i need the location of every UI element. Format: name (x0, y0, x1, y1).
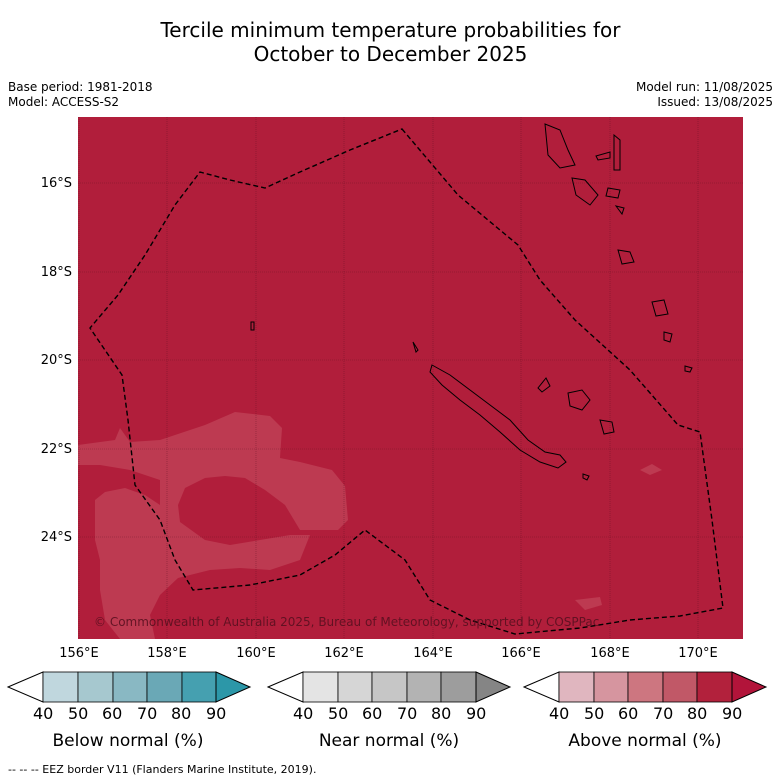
lon-label-158e: 158°E (147, 646, 187, 661)
lon-label-156e: 156°E (59, 646, 99, 661)
model-run: Model run: 11/08/2025 (635, 80, 773, 94)
eez-footer-note: -- -- -- EEZ border V11 (Flanders Marine… (8, 763, 317, 776)
colorbar-near-seg-1 (302, 671, 339, 703)
colorbar-below-seg-3 (112, 671, 148, 703)
above-tick-70: 70 (653, 704, 674, 723)
malo-island (595, 151, 611, 161)
colorbar-below-over (215, 671, 252, 703)
colorbar-above (522, 671, 768, 703)
colorbar-above-over (731, 671, 768, 703)
probability-zone-lighter-bottom (575, 597, 602, 610)
meta-right: Model run: 11/08/2025 Issued: 13/08/2025 (636, 80, 773, 110)
model-name: Model: ACCESS-S2 (8, 95, 120, 109)
colorbar-below-seg-1 (42, 671, 79, 703)
below-tick-50: 50 (68, 704, 89, 723)
colorbar-near-seg-4 (406, 671, 442, 703)
above-normal-title: Above normal (%) (568, 731, 722, 751)
colorbar-near-over (475, 671, 512, 703)
colorbar-near-seg-3 (371, 671, 408, 703)
colorbar-near-seg-2 (337, 671, 373, 703)
lat-label-24s: 24°S (40, 530, 72, 545)
lon-label-166e: 166°E (501, 646, 541, 661)
below-normal-title: Below normal (%) (52, 731, 204, 751)
colorbar-above-seg-4 (662, 671, 698, 703)
colorbar-near-seg-5 (440, 671, 477, 703)
colorbar-above-seg-5 (696, 671, 733, 703)
title-line-1: Tercile minimum temperature probabilitie… (160, 18, 621, 42)
near-tick-50: 50 (328, 704, 349, 723)
erromango-island (651, 299, 669, 317)
eez-border (89, 128, 724, 635)
lat-label-18s: 18°S (40, 265, 72, 280)
above-tick-90: 90 (722, 704, 743, 723)
issued-date: Issued: 13/08/2025 (657, 95, 773, 109)
near-tick-70: 70 (397, 704, 418, 723)
efate-island (617, 249, 635, 265)
colorbar-above-seg-3 (627, 671, 664, 703)
colorbar-below (6, 671, 252, 703)
tanna-island (663, 331, 673, 343)
colorbar-near (266, 671, 512, 703)
lat-label-16s: 16°S (40, 176, 72, 191)
below-tick-60: 60 (102, 704, 123, 723)
colorbar-below-seg-4 (146, 671, 183, 703)
copyright-text: © Commonwealth of Australia 2025, Bureau… (94, 615, 599, 629)
lon-label-168e: 168°E (590, 646, 630, 661)
above-tick-80: 80 (687, 704, 708, 723)
near-tick-60: 60 (362, 704, 383, 723)
espiritu-santo-island (544, 123, 576, 169)
chesterfield-islet (250, 321, 255, 331)
belep-islet (412, 341, 419, 353)
near-tick-40: 40 (293, 704, 314, 723)
aneityum-island (684, 365, 693, 373)
title-line-2: October to December 2025 (253, 42, 528, 66)
near-tick-80: 80 (431, 704, 452, 723)
colorbar-below-seg-5 (181, 671, 217, 703)
isle-of-pines (582, 473, 590, 481)
meta-left: Base period: 1981-2018 Model: ACCESS-S2 (8, 80, 153, 110)
epi-island (614, 205, 625, 216)
lon-label-164e: 164°E (413, 646, 453, 661)
colorbar-above-seg-2 (593, 671, 629, 703)
near-normal-title: Near normal (%) (318, 731, 460, 751)
base-period: Base period: 1981-2018 (8, 80, 153, 94)
colorbar-above-under (522, 671, 560, 703)
colorbar-near-under (266, 671, 304, 703)
probability-zone-lighter (78, 412, 348, 639)
chart-title: Tercile minimum temperature probabilitie… (0, 18, 781, 66)
below-tick-90: 90 (206, 704, 227, 723)
lon-label-160e: 160°E (236, 646, 276, 661)
probability-zone-lighter-small (640, 464, 662, 475)
malekula-island (571, 177, 599, 206)
lat-label-20s: 20°S (40, 353, 72, 368)
gridlines (78, 117, 743, 639)
above-tick-40: 40 (549, 704, 570, 723)
colorbar-below-seg-2 (77, 671, 114, 703)
below-tick-70: 70 (137, 704, 158, 723)
lat-label-22s: 22°S (40, 442, 72, 457)
lifou-island (567, 389, 591, 411)
lon-label-162e: 162°E (324, 646, 364, 661)
above-tick-50: 50 (584, 704, 605, 723)
near-tick-90: 90 (466, 704, 487, 723)
ouvea-island (537, 377, 551, 393)
lon-label-170e: 170°E (678, 646, 718, 661)
below-tick-40: 40 (33, 704, 54, 723)
above-tick-60: 60 (618, 704, 639, 723)
below-tick-80: 80 (171, 704, 192, 723)
ambae-island (613, 133, 621, 171)
colorbar-above-seg-1 (558, 671, 595, 703)
new-caledonia-island (429, 364, 567, 469)
ambrym-island (605, 187, 621, 199)
colorbar-below-under (6, 671, 44, 703)
mare-island (599, 419, 615, 435)
